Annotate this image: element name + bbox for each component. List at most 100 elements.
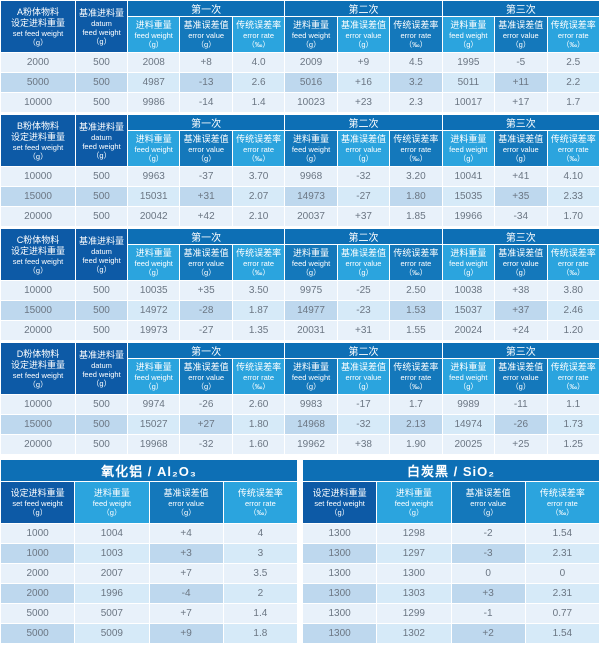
table-cell: 3.50	[232, 281, 285, 300]
table-cell: 10038	[442, 281, 495, 300]
header-error-value-unit: （g）	[196, 40, 216, 49]
table-cell: 14977	[285, 301, 337, 320]
table-cell: 5007	[75, 604, 149, 623]
header-set-feed-weight: B粉体物料 设定进料重量 set feed weight （g）	[1, 115, 75, 166]
header-row: D粉体物料 设定进料重量 set feed weight （g） 基准进料量 datum f…	[1, 343, 599, 394]
table-cell: -11	[495, 395, 547, 414]
header-unit: （g）	[91, 150, 112, 160]
table-cell: -27	[337, 187, 390, 206]
header-trial-2: 第二次	[285, 229, 442, 244]
header-feed-weight-unit: （g）	[458, 154, 478, 163]
table-cell: 5009	[75, 624, 149, 643]
table-cell: 2000	[1, 564, 75, 583]
header-error-value-unit: （g）	[353, 268, 374, 277]
header-error-value-zh: 基准误差值	[498, 248, 544, 258]
table-cell: 500	[76, 435, 127, 454]
table-row: 15000 500 15027 +27 1.80 14968 -32 2.13 14974 -26…	[1, 415, 599, 434]
header-feed-weight-en: feed weight	[449, 145, 488, 154]
header-feed-weight-en: feed weight	[134, 31, 173, 40]
table-cell: 1.20	[547, 321, 599, 340]
table-cell: +41	[495, 167, 547, 186]
header-row: A粉体物料 设定进料重量 set feed weight （g） 基准进料量 datum f…	[1, 1, 599, 52]
header-error-value-unit: （g）	[511, 268, 531, 277]
header-trial-1: 第一次	[128, 229, 285, 244]
table-cell: 3.70	[232, 167, 285, 186]
header-error-rate-unit: （‰）	[404, 154, 428, 163]
header-error-value-zh: 基准误差值	[340, 362, 386, 372]
table-cell: 10041	[442, 167, 495, 186]
header-error-value-unit: （g）	[511, 40, 531, 49]
table-cell: 15000	[1, 301, 75, 320]
table-cell: 14972	[128, 301, 180, 320]
table-cell: 5000	[1, 604, 75, 623]
table-cell: 1300	[377, 564, 451, 583]
header-material-label: C粉体物料	[16, 234, 60, 245]
table-cell: 9975	[285, 281, 337, 300]
table-cell: +7	[149, 564, 223, 583]
header-error-value-zh: 基准误差值	[498, 20, 544, 30]
table-sio2: 白炭黑 / SiO₂ 设定进料重量 set feed weight （g） 进料重量 fe…	[302, 459, 600, 644]
header-error-value: 基准误差值 error value （g）	[180, 131, 232, 166]
table-row: 5000 500 4987 -13 2.6 5016 +16 3.2 5011 +11 2.2	[1, 73, 599, 92]
table-powder-B: B粉体物料 设定进料重量 set feed weight （g） 基准进料量 datum f…	[0, 114, 600, 227]
header-trial-1: 第一次	[128, 1, 285, 16]
header-error-rate-en: error rate	[557, 145, 589, 154]
header-feed-weight-unit: （g）	[301, 154, 321, 163]
table-cell: -25	[337, 281, 390, 300]
header-set-feed-weight-en: set feed weight	[12, 499, 63, 508]
table-cell: 15035	[442, 187, 495, 206]
header-set-feed-weight: A粉体物料 设定进料重量 set feed weight （g）	[1, 1, 75, 52]
table-cell: 20000	[1, 207, 75, 226]
header-unit: （g）	[91, 378, 112, 388]
table-cell: -23	[337, 301, 390, 320]
table-cell: 20000	[1, 435, 75, 454]
header-set-weight-zh: 设定进料重量	[10, 17, 65, 28]
header-feed-weight-en: feed weight	[291, 31, 331, 40]
table-cell: 2.07	[232, 187, 285, 206]
header-unit: （g）	[91, 264, 112, 274]
table-cell: 4.10	[547, 167, 599, 186]
table-cell: +37	[337, 207, 390, 226]
table-row: 2000 500 2008 +8 4.0 2009 +9 4.5 1995 -5 2.5	[1, 53, 599, 72]
table-cell: 1000	[1, 544, 75, 563]
table-cell: 19962	[285, 435, 337, 454]
header-set-feed-weight: 设定进料重量 set feed weight （g）	[1, 482, 75, 523]
table-cell: 4	[223, 524, 297, 543]
header-feed-weight-en: feed weight	[291, 259, 331, 268]
header-error-value-en: error value	[470, 499, 507, 508]
table-cell: 3.20	[390, 167, 442, 186]
table-cell: -28	[180, 301, 232, 320]
header-error-value-en: error value	[502, 259, 539, 268]
table-cell: 1297	[377, 544, 451, 563]
table-cell: 2.60	[232, 395, 285, 414]
header-feed-weight: 进料重量 feed weight （g）	[377, 482, 451, 523]
header-unit: （g）	[28, 151, 48, 161]
header-error-value: 基准误差值 error value （g）	[337, 359, 390, 394]
header-error-rate-zh: 传统误差率	[393, 362, 439, 372]
header-error-value: 基准误差值 error value （g）	[337, 245, 390, 280]
header-feed-weight: 进料重量 feed weight （g）	[285, 17, 337, 52]
table-cell: 1.4	[232, 93, 285, 112]
header-set-feed-weight: 设定进料重量 set feed weight （g）	[303, 482, 377, 523]
header-error-rate: 传统误差率 error rate （‰）	[390, 131, 442, 166]
header-trial-2: 第二次	[285, 1, 442, 16]
table-cell: 1.54	[525, 624, 599, 643]
header-feed-weight-unit: （g）	[458, 382, 478, 391]
header-feed-weight-zh: 进料重量	[450, 134, 487, 144]
header-error-rate-en: error rate	[400, 145, 432, 154]
powder-tables-section: A粉体物料 设定进料重量 set feed weight （g） 基准进料量 datum f…	[0, 0, 600, 455]
header-set-feed-weight-unit: （g）	[28, 508, 48, 517]
table-cell: -1	[451, 604, 525, 623]
table-cell: +25	[495, 435, 547, 454]
header-unit: （g）	[28, 37, 48, 47]
header-set-feed-weight-zh: 设定进料重量	[312, 488, 367, 498]
table-cell: 3.5	[223, 564, 297, 583]
header-error-rate-en: error rate	[243, 145, 275, 154]
header-error-value-zh: 基准误差值	[340, 20, 386, 30]
table-cell: 1.87	[232, 301, 285, 320]
header-error-rate-en: error rate	[400, 373, 432, 382]
header-row: 设定进料重量 set feed weight （g） 进料重量 feed weight （…	[1, 482, 297, 523]
header-error-value-unit: （g）	[478, 508, 498, 517]
header-error-rate-unit: （‰）	[247, 268, 270, 277]
header-error-value-en: error value	[502, 31, 539, 40]
